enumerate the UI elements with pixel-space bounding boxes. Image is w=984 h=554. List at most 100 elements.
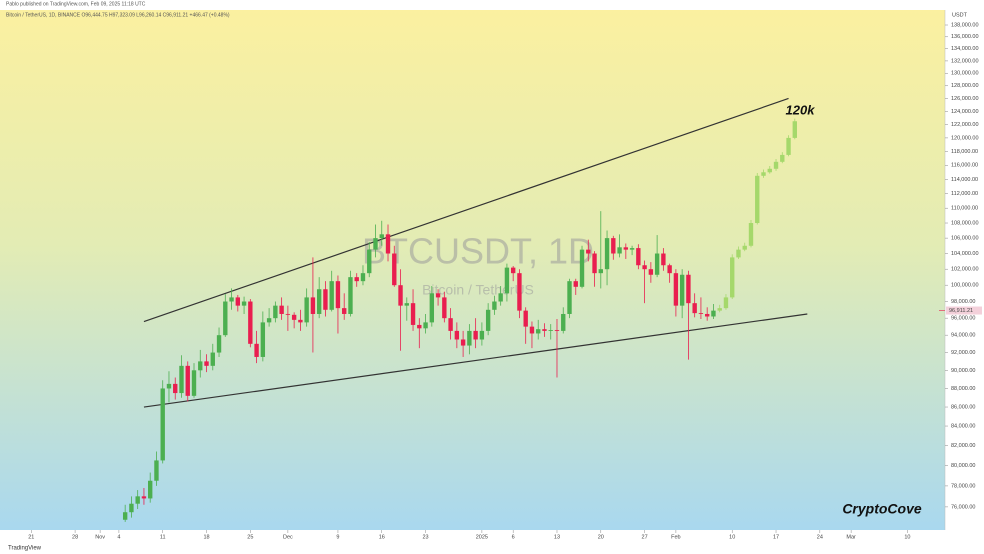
candle-body	[448, 318, 453, 331]
y-tick-label: 94,000.00	[951, 333, 975, 339]
y-tick-label: 78,000.00	[951, 483, 975, 489]
candle-body	[398, 285, 403, 306]
candle-body	[711, 310, 716, 317]
y-tick-label: 82,000.00	[951, 443, 975, 449]
candle-body	[241, 301, 247, 306]
x-tick-label: 16	[379, 534, 385, 540]
y-tick-label: 128,000.00	[951, 83, 979, 89]
trendline	[143, 313, 808, 408]
x-tick-label: 11	[160, 534, 166, 540]
candle-body	[554, 330, 560, 331]
x-tick-label: 25	[247, 534, 253, 540]
x-tick-label: 17	[773, 534, 779, 540]
candle-body	[517, 273, 522, 311]
candle-body	[504, 267, 510, 294]
candle-body	[786, 137, 791, 155]
candle-body	[223, 301, 228, 336]
y-tick-label: 96,000.00	[951, 316, 975, 322]
y-tick-label: 110,000.00	[951, 206, 978, 212]
candle-body	[310, 297, 316, 314]
candle-body	[235, 297, 241, 306]
candle-body	[229, 297, 234, 302]
candle-body	[460, 339, 466, 346]
y-tick-label: 122,000.00	[951, 122, 979, 128]
candle-body	[604, 238, 610, 270]
candle-body	[323, 289, 328, 310]
x-tick-label: 9	[336, 534, 339, 540]
candle-body	[629, 248, 635, 250]
y-tick-label: 116,000.00	[951, 163, 978, 169]
candle-body	[761, 172, 766, 176]
candle-body	[266, 318, 272, 323]
candle-body	[686, 274, 691, 304]
candle-body	[360, 273, 366, 282]
candle-body	[185, 365, 190, 396]
candle-body	[473, 330, 478, 340]
last-price-box	[946, 306, 982, 315]
y-tick-label: 90,000.00	[951, 368, 975, 374]
x-tick-label: Feb	[671, 534, 680, 540]
candle-body	[679, 274, 685, 306]
y-tick-label: 138,000.00	[951, 22, 979, 28]
candle-body	[579, 249, 585, 287]
candle-body	[736, 249, 741, 258]
last-price-label: 96,911.21	[949, 308, 973, 314]
candle-body	[298, 319, 303, 323]
candle-body	[773, 161, 779, 169]
candle-body	[148, 480, 153, 499]
candle-body	[135, 496, 140, 504]
candle-body	[573, 281, 578, 287]
x-tick-label: 27	[642, 534, 648, 540]
y-tick-label: 76,000.00	[951, 504, 975, 510]
y-tick-label: 108,000.00	[951, 220, 979, 226]
x-tick-label: 10	[729, 534, 735, 540]
candle-body	[329, 281, 334, 310]
symbol-line: Bitcoin / TetherUS, 1D, BINANCE O96,444.…	[6, 12, 230, 18]
candle-body	[354, 277, 359, 282]
axis-unit: USDT	[952, 12, 968, 18]
candle-body	[654, 253, 660, 275]
x-tick-label: 2025	[476, 534, 488, 540]
candle-body	[410, 303, 416, 325]
candle-body	[392, 253, 397, 286]
candle-body	[661, 253, 666, 266]
candle-body	[260, 322, 266, 357]
candle-body	[780, 154, 785, 162]
y-tick-label: 120,000.00	[951, 135, 979, 141]
candle-body	[429, 293, 435, 323]
y-tick-label: 118,000.00	[951, 149, 978, 155]
candle-body	[379, 234, 384, 239]
candle-body	[179, 365, 184, 394]
candle-body	[492, 301, 497, 310]
candle-body	[279, 305, 284, 314]
candle-body	[792, 121, 797, 138]
candle-body	[254, 343, 259, 357]
candle-body	[510, 267, 516, 274]
x-tick-label: Mar	[846, 534, 856, 540]
candle-body	[373, 238, 378, 250]
candle-body	[717, 308, 722, 311]
y-tick-label: 106,000.00	[951, 236, 979, 242]
candle-body	[198, 361, 203, 371]
y-tick-label: 124,000.00	[951, 109, 979, 115]
candle-body	[166, 383, 172, 389]
y-tick-label: 132,000.00	[951, 58, 979, 64]
candle-body	[435, 293, 441, 298]
candle-body	[698, 313, 704, 314]
x-tick-label: 10	[904, 534, 910, 540]
candle-body	[755, 175, 760, 224]
x-tick-label: 28	[72, 534, 78, 540]
y-tick-label: 98,000.00	[951, 299, 975, 305]
candle-body	[767, 168, 772, 173]
y-tick-label: 126,000.00	[951, 96, 979, 102]
x-tick-label: 23	[423, 534, 429, 540]
candle-body	[479, 330, 485, 340]
candle-body	[723, 297, 729, 309]
candle-body	[122, 512, 128, 520]
candle-body	[417, 324, 422, 329]
y-tick-label: 92,000.00	[951, 350, 975, 356]
candle-body	[742, 245, 747, 250]
x-tick-label: 18	[203, 534, 209, 540]
candle-body	[485, 309, 491, 331]
